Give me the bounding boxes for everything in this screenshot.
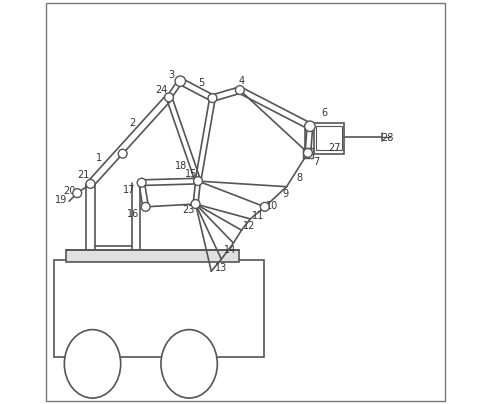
Circle shape — [260, 202, 269, 211]
Text: 21: 21 — [78, 170, 90, 180]
Circle shape — [208, 94, 217, 103]
Circle shape — [305, 122, 314, 131]
Text: 16: 16 — [128, 209, 140, 219]
Circle shape — [164, 93, 173, 102]
Text: 28: 28 — [381, 133, 393, 143]
Circle shape — [86, 179, 95, 188]
Text: 19: 19 — [55, 195, 67, 205]
Text: 6: 6 — [321, 108, 327, 118]
Ellipse shape — [64, 330, 121, 398]
Text: 10: 10 — [266, 201, 278, 211]
Circle shape — [193, 177, 202, 185]
Bar — [316, 126, 342, 149]
Bar — [314, 123, 344, 154]
Text: 13: 13 — [215, 263, 227, 274]
Text: 18: 18 — [175, 161, 187, 171]
Text: 8: 8 — [297, 173, 303, 183]
Text: 23: 23 — [182, 205, 194, 215]
Circle shape — [191, 200, 200, 208]
Text: 12: 12 — [243, 221, 255, 231]
Text: 4: 4 — [239, 76, 245, 86]
Text: 15: 15 — [185, 169, 197, 179]
Ellipse shape — [161, 330, 218, 398]
Text: 1: 1 — [95, 153, 102, 163]
Circle shape — [141, 202, 150, 211]
Text: 14: 14 — [224, 245, 236, 255]
Text: 17: 17 — [123, 185, 136, 195]
Circle shape — [305, 121, 315, 132]
Text: 9: 9 — [283, 189, 289, 199]
Circle shape — [175, 76, 186, 86]
Circle shape — [176, 77, 185, 86]
Bar — [303, 148, 313, 158]
Text: 24: 24 — [155, 85, 167, 95]
Bar — [55, 261, 264, 357]
Text: 5: 5 — [198, 78, 204, 88]
Text: 2: 2 — [130, 118, 136, 128]
Text: 11: 11 — [251, 211, 264, 221]
Text: 27: 27 — [328, 143, 340, 153]
Text: 7: 7 — [313, 157, 319, 167]
Circle shape — [236, 86, 245, 95]
Circle shape — [137, 178, 146, 187]
Circle shape — [73, 189, 82, 198]
Text: 20: 20 — [63, 186, 75, 196]
Circle shape — [303, 148, 312, 157]
Circle shape — [118, 149, 127, 158]
Text: 3: 3 — [168, 70, 174, 80]
Bar — [66, 250, 240, 261]
